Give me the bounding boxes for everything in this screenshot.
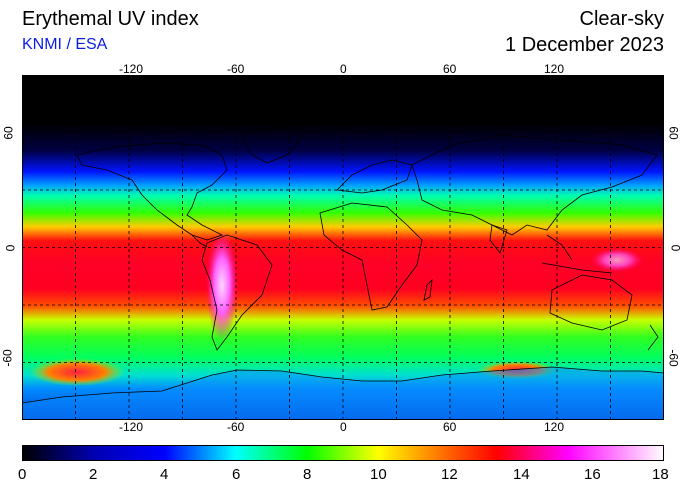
lon-tick-bottom-neg120: -120 [119, 420, 144, 434]
cbar-label-6: 6 [232, 466, 241, 483]
graticule [22, 75, 664, 420]
lat-tick-left-0: 0 [3, 244, 18, 252]
lat-tick-right-0: 0 [668, 244, 683, 252]
cbar-label-14: 14 [513, 466, 530, 483]
lon-tick-top-120: 120 [544, 62, 565, 76]
lon-tick-top-0: 0 [340, 62, 347, 76]
lon-tick-top-neg60: -60 [227, 62, 245, 76]
lon-tick-bottom-neg60: -60 [227, 420, 245, 434]
lon-tick-bottom-60: 60 [443, 420, 457, 434]
cbar-label-10: 10 [370, 466, 387, 483]
cbar-label-12: 12 [441, 466, 458, 483]
lat-tick-left-60: 60 [1, 126, 16, 140]
coastlines [22, 126, 664, 404]
data-source: KNMI / ESA [22, 36, 108, 53]
cbar-label-4: 4 [160, 466, 169, 483]
lon-tick-bottom-120: 120 [544, 420, 565, 434]
cbar-label-0: 0 [18, 466, 27, 483]
lon-tick-bottom-0: 0 [340, 420, 347, 434]
cbar-label-2: 2 [89, 466, 98, 483]
lat-tick-right-neg60: -60 [666, 349, 681, 367]
lon-tick-top-neg120: -120 [119, 62, 144, 76]
map-title: Erythemal UV index [22, 8, 199, 30]
andes-high-uv [206, 230, 238, 340]
lat-tick-right-60: 60 [666, 126, 681, 140]
lon-tick-top-60: 60 [443, 62, 457, 76]
cbar-label-18: 18 [652, 466, 669, 483]
lat-tick-left-neg60: -60 [0, 349, 15, 367]
cbar-label-16: 16 [584, 466, 601, 483]
sky-condition: Clear-sky [579, 8, 664, 30]
map-date: 1 December 2023 [505, 34, 664, 56]
uv-index-map [22, 75, 664, 420]
cbar-label-8: 8 [303, 466, 312, 483]
colorbar [22, 445, 664, 461]
